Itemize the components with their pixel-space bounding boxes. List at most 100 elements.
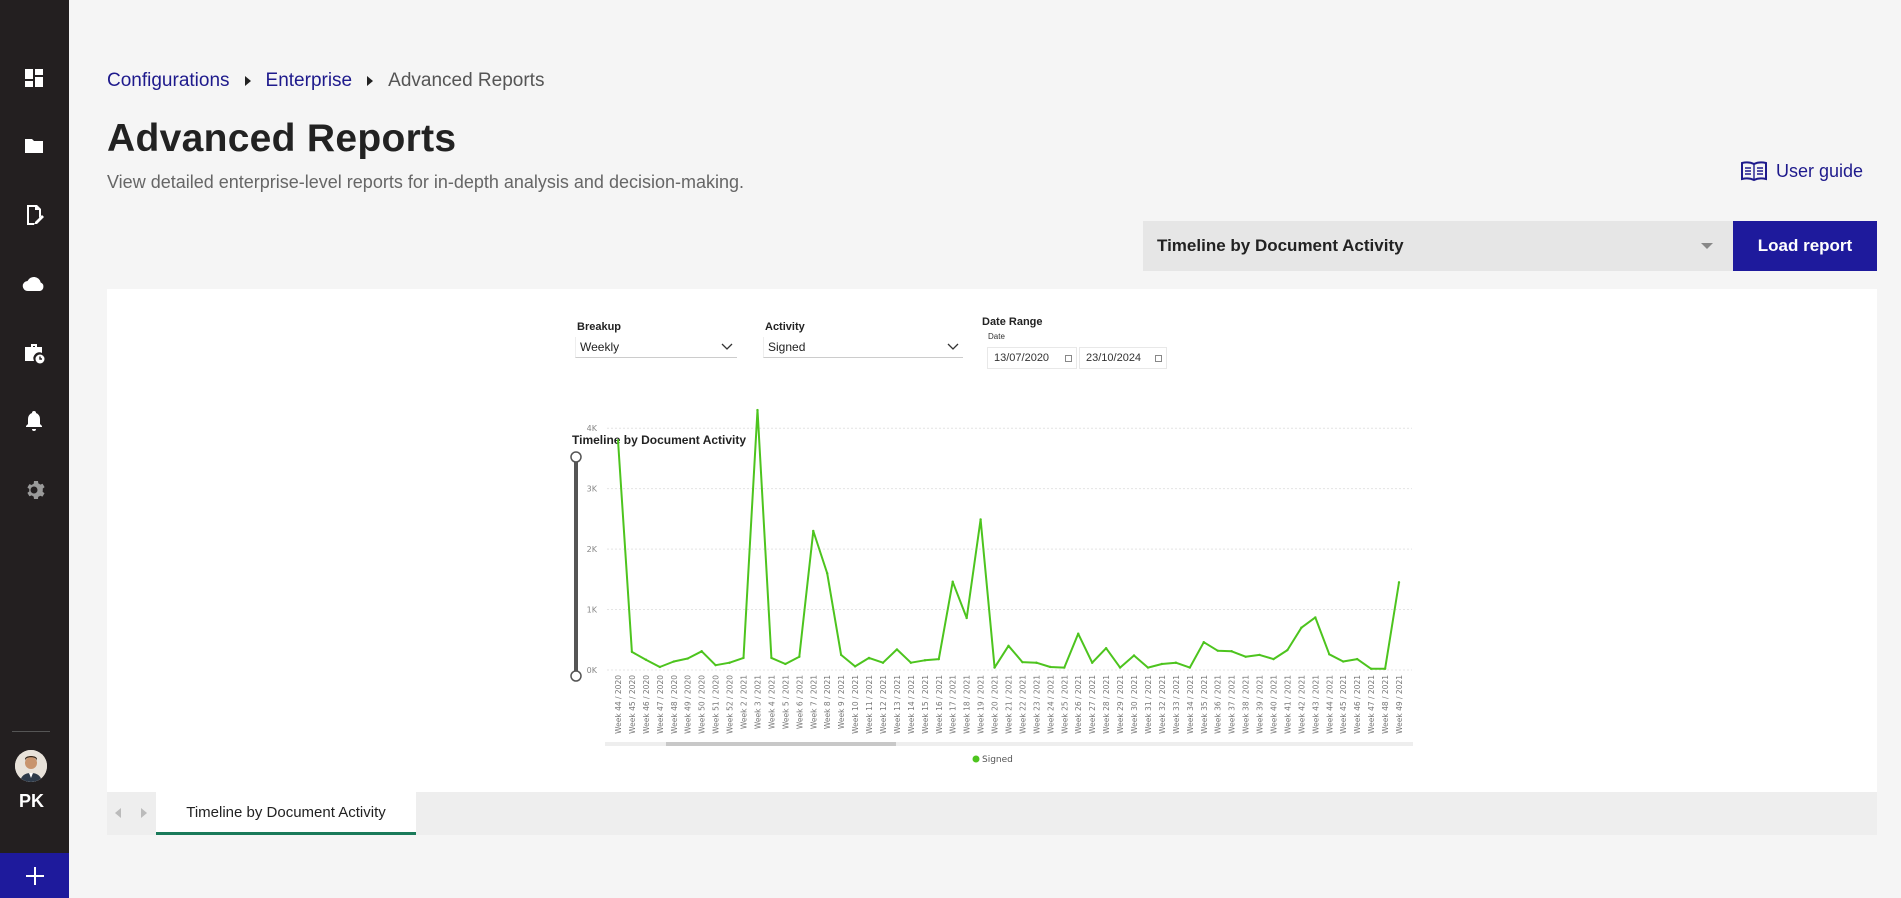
load-report-button[interactable]: Load report: [1733, 221, 1877, 271]
y-tick-label: 1K: [587, 606, 598, 615]
x-tick-label: Week 5 / 2021: [781, 675, 790, 729]
x-tick-label: Week 4 / 2021: [767, 675, 776, 729]
edit-document-icon[interactable]: [20, 201, 48, 229]
x-tick-label: Week 10 / 2021: [851, 675, 860, 734]
data-point: [1355, 657, 1359, 661]
data-point: [1118, 666, 1122, 669]
data-point: [1049, 665, 1052, 669]
data-point: [951, 580, 954, 583]
x-tick-label: Week 3 / 2021: [753, 675, 762, 729]
report-select[interactable]: Timeline by Document Activity: [1143, 221, 1733, 271]
breadcrumb-configurations[interactable]: Configurations: [107, 70, 230, 91]
data-point: [923, 659, 927, 662]
user-initials: PK: [18, 791, 44, 811]
y-tick-label: 0K: [587, 666, 598, 675]
briefcase-clock-icon[interactable]: [20, 339, 48, 367]
x-tick-label: Week 46 / 2020: [642, 675, 651, 734]
x-tick-label: Week 39 / 2021: [1256, 675, 1265, 734]
x-tick-label: Week 50 / 2020: [698, 675, 707, 734]
cloud-icon[interactable]: [20, 270, 48, 298]
data-point: [937, 657, 940, 661]
x-tick-label: Week 17 / 2021: [949, 675, 958, 734]
data-point: [1383, 667, 1387, 670]
tab-prev-icon[interactable]: [115, 808, 121, 818]
data-point: [965, 616, 968, 620]
x-tick-label: Week 38 / 2021: [1242, 675, 1251, 734]
tab-timeline-by-document-activity[interactable]: Timeline by Document Activity: [156, 792, 416, 835]
x-tick-label: Week 31 / 2021: [1144, 675, 1153, 734]
chevron-down-icon: [947, 343, 959, 350]
breadcrumb-enterprise[interactable]: Enterprise: [265, 70, 353, 91]
data-point: [812, 529, 815, 533]
calendar-icon: [1155, 355, 1162, 362]
data-point: [672, 660, 675, 663]
x-tick-label: Week 27 / 2021: [1088, 675, 1097, 734]
user-guide-link[interactable]: User guide: [1740, 160, 1863, 182]
x-tick-label: Week 15 / 2021: [921, 675, 930, 734]
data-point: [1090, 661, 1094, 664]
avatar[interactable]: [15, 750, 47, 782]
gear-icon[interactable]: [20, 476, 48, 504]
data-point: [1146, 666, 1150, 669]
breakup-value: Weekly: [580, 340, 620, 354]
data-point: [616, 439, 620, 442]
x-tick-label: Week 25 / 2021: [1060, 675, 1069, 734]
breadcrumb-separator-icon: [367, 76, 374, 86]
data-point: [825, 572, 829, 575]
date-to-value: 23/10/2024: [1086, 352, 1142, 364]
data-point: [881, 661, 885, 664]
bell-icon[interactable]: [20, 407, 48, 435]
data-point: [1188, 666, 1192, 669]
x-tick-label: Week 48 / 2021: [1381, 675, 1390, 734]
y-tick-label: 3K: [587, 485, 598, 494]
data-point: [1342, 660, 1345, 663]
x-tick-label: Week 7 / 2021: [809, 675, 818, 729]
x-tick-label: Week 32 / 2021: [1158, 675, 1167, 734]
data-point: [686, 657, 689, 660]
data-point: [1174, 661, 1178, 664]
x-tick-label: Week 29 / 2021: [1116, 675, 1125, 734]
x-tick-label: Week 23 / 2021: [1032, 675, 1041, 734]
user-guide-label: User guide: [1776, 160, 1864, 181]
date-from-value: 13/07/2020: [994, 352, 1050, 364]
legend-label-signed: Signed: [982, 755, 1013, 765]
x-tick-label: Week 28 / 2021: [1102, 675, 1111, 734]
x-tick-label: Week 11 / 2021: [865, 675, 874, 734]
date-label: Date: [988, 332, 1005, 341]
sidebar: PK: [0, 0, 69, 898]
add-button[interactable]: [0, 853, 69, 898]
data-point: [770, 656, 773, 660]
data-point: [1258, 653, 1261, 657]
calendar-icon: [1065, 355, 1072, 362]
dashboard-icon[interactable]: [20, 64, 48, 92]
caret-down-icon: [1701, 243, 1713, 249]
breadcrumb-separator-icon: [244, 76, 251, 86]
activity-value: Signed: [768, 340, 806, 354]
folder-icon[interactable]: [20, 132, 48, 160]
date-from-input[interactable]: 13/07/2020: [987, 347, 1077, 369]
x-tick-label: Week 46 / 2021: [1353, 675, 1362, 734]
tab-next-icon[interactable]: [141, 808, 147, 818]
data-point: [1216, 649, 1219, 652]
x-tick-label: Week 21 / 2021: [1005, 675, 1014, 734]
x-tick-label: Week 43 / 2021: [1311, 675, 1320, 734]
data-point: [909, 661, 913, 664]
x-tick-label: Week 14 / 2021: [907, 675, 916, 734]
y-tick-label: 4K: [587, 424, 598, 433]
date-to-input[interactable]: 23/10/2024: [1079, 347, 1167, 369]
x-tick-label: Week 24 / 2021: [1046, 675, 1055, 734]
sidebar-divider: [12, 731, 50, 732]
x-tick-label: Week 40 / 2021: [1269, 675, 1278, 734]
series-line-signed: [617, 409, 1400, 670]
activity-dropdown[interactable]: Signed: [763, 337, 963, 358]
breakup-dropdown[interactable]: Weekly: [575, 337, 737, 358]
breakup-label: Breakup: [577, 321, 622, 333]
data-point: [1300, 626, 1303, 629]
x-tick-label: Week 47 / 2020: [656, 675, 665, 734]
data-point: [1286, 648, 1289, 652]
page-title: Advanced Reports: [107, 117, 457, 160]
data-point: [714, 663, 717, 667]
x-tick-label: Week 34 / 2021: [1186, 675, 1195, 734]
x-tick-label: Week 20 / 2021: [991, 675, 1000, 734]
x-tick-label: Week 13 / 2021: [893, 675, 902, 734]
